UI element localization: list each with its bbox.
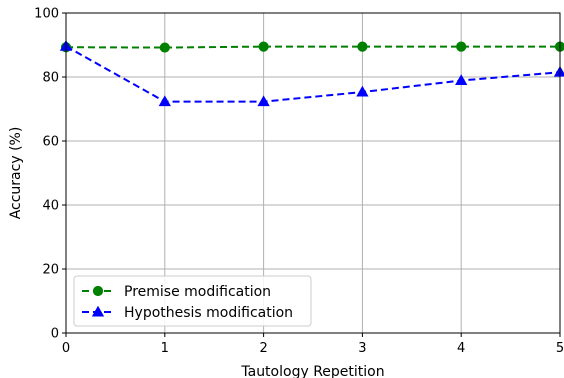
series-line (65, 45, 561, 103)
legend: Premise modification Hypothesis modificat… (73, 275, 312, 327)
legend-item: Premise modification (82, 284, 271, 300)
legend-label: Premise modification (124, 284, 271, 300)
y-tick-label: 80 (42, 71, 59, 86)
data-point (257, 95, 270, 107)
x-tick-label: 4 (457, 341, 465, 356)
data-point (159, 42, 170, 53)
x-tick-label: 5 (556, 341, 564, 356)
x-axis-label: Tautology Repetition (240, 364, 384, 378)
legend-item: Hypothesis modification (82, 305, 293, 321)
axis-ticks: 0 1 2 3 4 5 0 20 40 60 80 100 (34, 7, 564, 357)
x-tick-label: 3 (358, 341, 366, 356)
data-point (158, 95, 171, 107)
series-premise (60, 41, 564, 53)
y-tick-label: 60 (42, 135, 59, 150)
y-tick-label: 0 (51, 327, 59, 342)
y-tick-label: 40 (42, 199, 59, 214)
y-tick-label: 20 (42, 263, 59, 278)
legend-marker (91, 305, 105, 317)
data-point (356, 85, 369, 97)
legend-box (73, 275, 312, 327)
y-tick-label: 100 (34, 7, 59, 22)
data-point (357, 41, 368, 52)
plot-frame (65, 12, 561, 334)
series-group (59, 39, 564, 107)
x-tick-label: 0 (62, 341, 70, 356)
data-point (258, 41, 269, 52)
data-point (455, 74, 468, 85)
legend-label: Hypothesis modification (124, 305, 293, 321)
y-axis-label: Accuracy (%) (8, 127, 24, 220)
series-hypothesis (59, 39, 564, 107)
series-line (65, 45, 560, 49)
legend-marker (92, 285, 104, 297)
x-tick-label: 1 (161, 341, 169, 356)
x-tick-label: 2 (259, 341, 267, 356)
data-point (456, 41, 467, 52)
